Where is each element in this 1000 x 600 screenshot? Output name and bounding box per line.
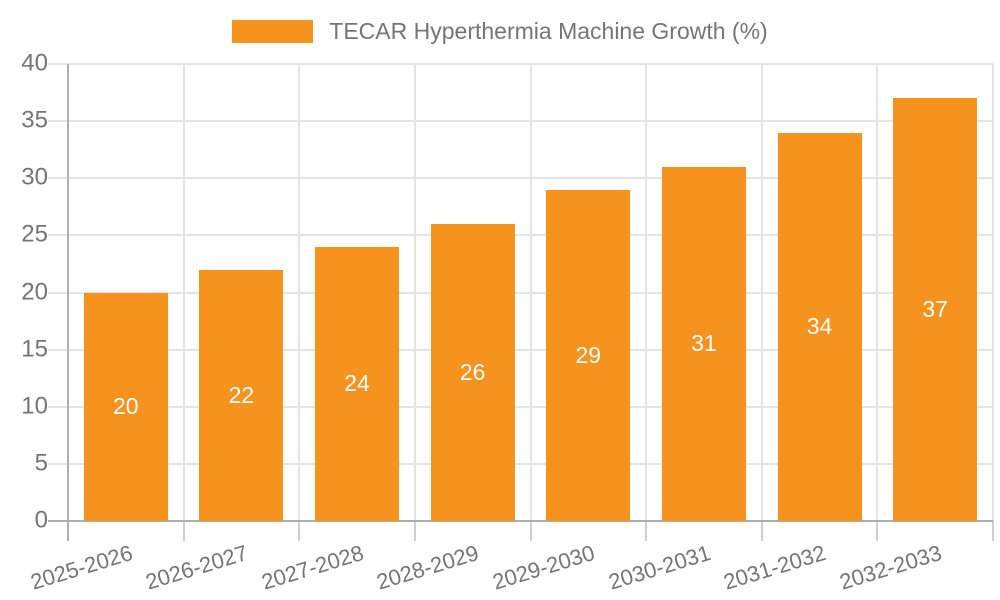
x-axis-label: 2029-2030 xyxy=(489,540,598,595)
bar-value-label: 29 xyxy=(575,341,602,368)
v-gridline xyxy=(529,64,532,521)
y-axis-tick xyxy=(48,405,68,408)
v-gridline xyxy=(992,64,994,521)
y-axis-label: 25 xyxy=(21,220,48,248)
legend-label: TECAR Hyperthermia Machine Growth (%) xyxy=(329,17,768,44)
bar-value-label: 24 xyxy=(344,370,370,397)
v-gridline xyxy=(413,64,416,521)
y-axis-tick xyxy=(48,462,68,465)
bar-value-label: 22 xyxy=(228,381,255,408)
x-axis-tick xyxy=(645,521,648,541)
legend-swatch xyxy=(232,19,314,43)
y-axis-tick xyxy=(48,63,68,65)
x-axis-tick xyxy=(529,521,532,541)
y-axis-label: 10 xyxy=(21,392,48,420)
x-axis-line xyxy=(48,520,993,522)
v-gridline xyxy=(298,64,301,521)
x-axis-label: 2026-2027 xyxy=(142,540,251,595)
y-axis-line xyxy=(67,64,69,541)
v-gridline xyxy=(876,64,879,521)
x-axis-label: 2028-2029 xyxy=(374,540,482,595)
y-axis-tick xyxy=(48,234,68,237)
x-axis-tick xyxy=(413,521,416,541)
bar-value-label: 34 xyxy=(806,313,833,340)
bar[interactable]: 37 xyxy=(893,98,978,521)
y-axis-label: 20 xyxy=(21,277,48,305)
bar-value-label: 20 xyxy=(113,393,139,420)
bar[interactable]: 29 xyxy=(546,189,631,521)
x-axis-label: 2032-2033 xyxy=(836,540,945,595)
y-axis-label: 40 xyxy=(21,49,48,77)
plot-area: 20 22 24 26 29 31 34 37 xyxy=(48,63,994,541)
bar[interactable]: 22 xyxy=(199,269,284,521)
bar[interactable]: 34 xyxy=(777,132,862,521)
v-gridline xyxy=(182,64,185,521)
x-axis-label: 2027-2028 xyxy=(258,540,367,595)
bar-value-label: 31 xyxy=(691,330,717,357)
x-axis-tick xyxy=(876,521,879,541)
y-axis-tick xyxy=(48,348,68,351)
x-axis-label: 2031-2032 xyxy=(720,540,829,595)
bar[interactable]: 20 xyxy=(83,292,168,521)
x-axis-tick xyxy=(992,521,994,541)
y-axis-label: 35 xyxy=(21,106,48,134)
bar[interactable]: 31 xyxy=(661,166,746,521)
y-axis-tick xyxy=(48,291,68,294)
bar[interactable]: 26 xyxy=(430,223,515,521)
y-axis-label: 15 xyxy=(21,335,48,363)
bar-value-label: 26 xyxy=(459,358,486,385)
x-axis-tick xyxy=(182,521,185,541)
bar[interactable]: 24 xyxy=(315,246,400,521)
y-axis-tick xyxy=(48,120,68,123)
x-axis-tick xyxy=(760,521,763,541)
x-axis-tick xyxy=(298,521,301,541)
y-axis-label: 30 xyxy=(21,163,48,191)
y-axis-tick xyxy=(48,177,68,180)
x-axis-label: 2030-2031 xyxy=(605,540,714,595)
y-axis-label: 0 xyxy=(34,506,48,534)
chart-legend[interactable]: TECAR Hyperthermia Machine Growth (%) xyxy=(0,17,1000,45)
v-gridline xyxy=(645,64,648,521)
x-axis-label: 2025-2026 xyxy=(27,540,136,595)
y-axis-label: 5 xyxy=(34,449,48,477)
v-gridline xyxy=(760,64,763,521)
bar-value-label: 37 xyxy=(922,296,948,323)
